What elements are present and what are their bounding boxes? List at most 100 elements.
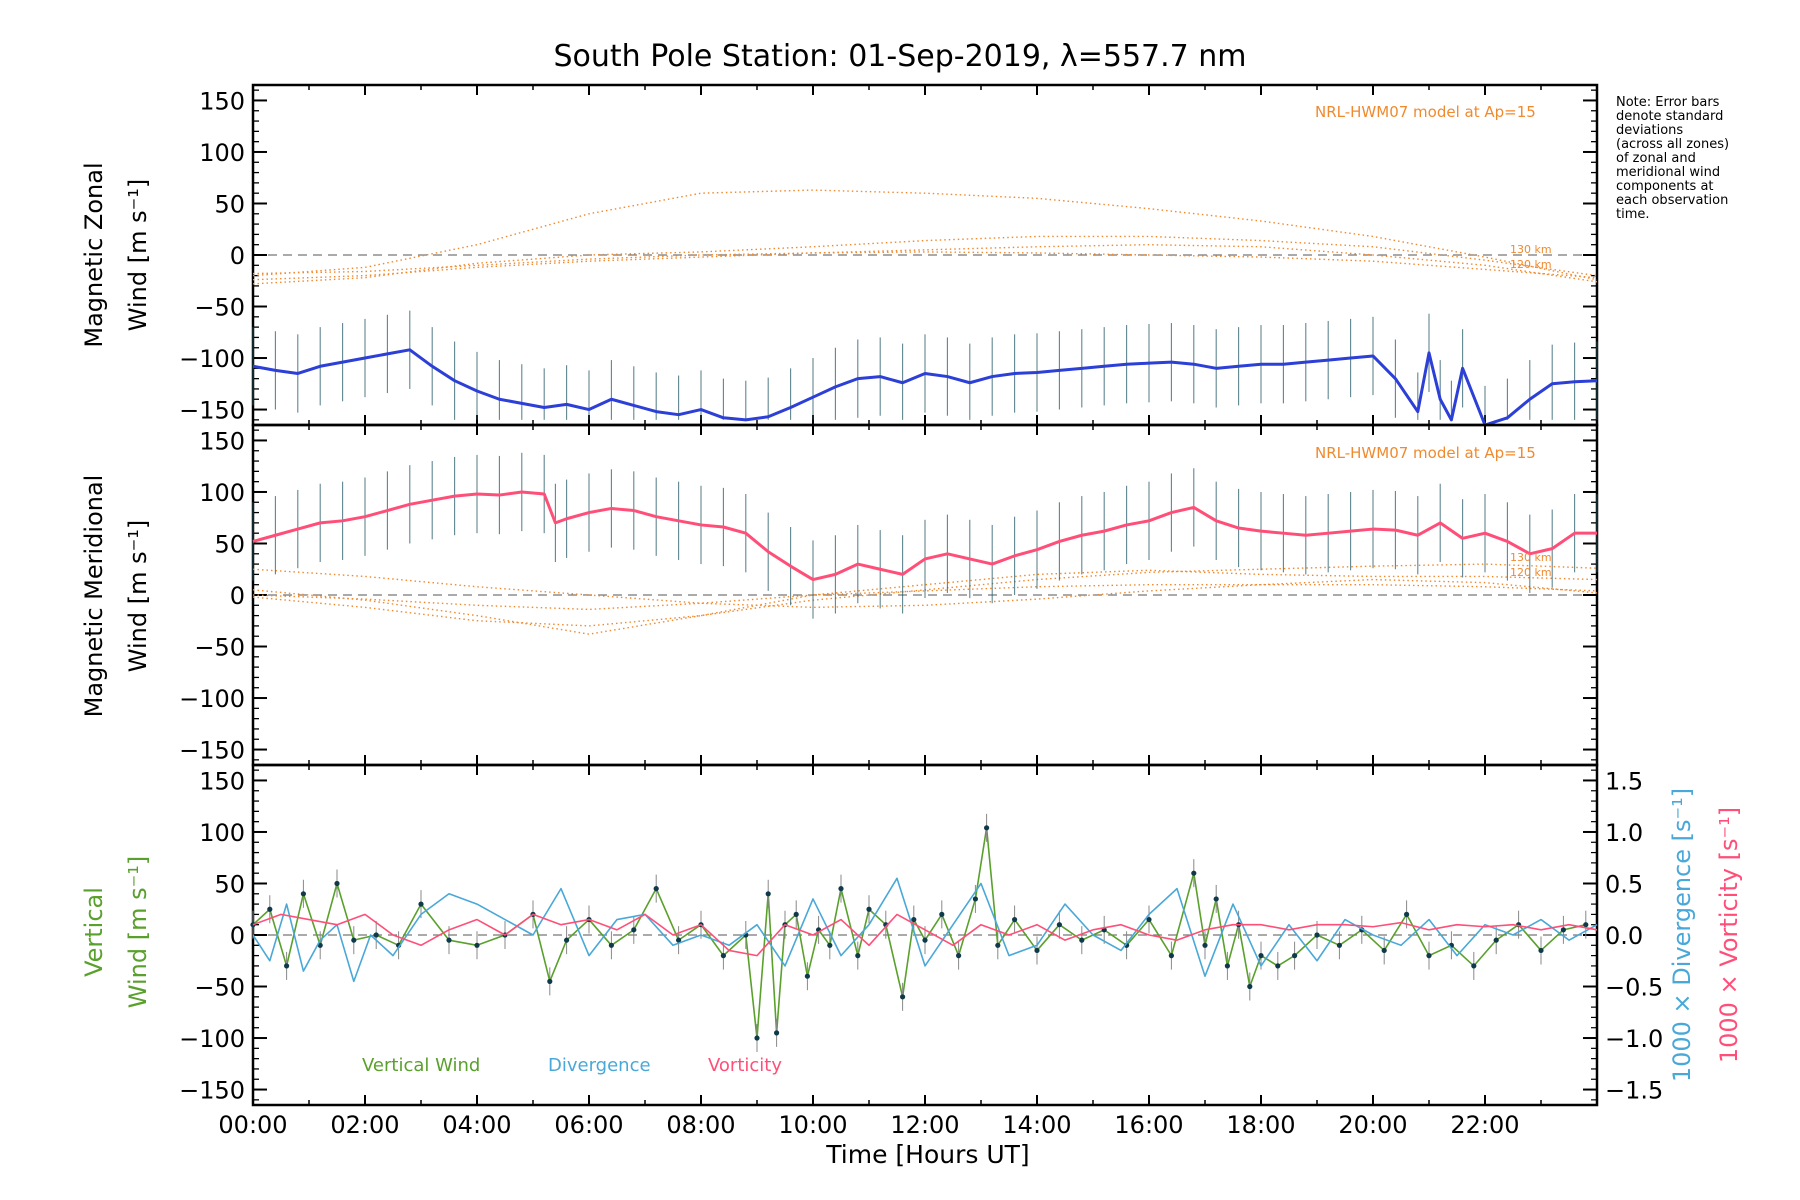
zonal-model-label: NRL-HWM07 model at Ap=15: [1315, 103, 1536, 121]
vertical-wind-point: [1583, 922, 1589, 928]
zonal-ylabel-line1: Magnetic Zonal: [80, 162, 108, 347]
meridional-y-tick-label: 100: [199, 479, 245, 507]
divergence-ylabel-text: 1000 × Divergence [s⁻¹]: [1668, 788, 1696, 1082]
zonal-y-tick-label: 0: [230, 242, 245, 270]
vertical-wind-point: [1314, 932, 1320, 938]
magnetic-meridional-wind-mean--line: [252, 490, 1597, 582]
hwm07-model-curve: [252, 583, 1598, 611]
legend-vertical-wind: Vertical Wind: [362, 1055, 480, 1076]
meridional-model-alt-130: 130 km: [1510, 551, 1552, 564]
right-y-tick-label: 1.0: [1605, 819, 1643, 847]
vertical-y-tick-label: 0: [230, 922, 245, 950]
divergence-ylabel: 1000 × Divergence [s⁻¹]: [1668, 788, 1696, 1082]
vertical-wind-point: [547, 978, 553, 984]
meridional-model-label: NRL-HWM07 model at Ap=15: [1315, 444, 1536, 462]
vertical-wind-point: [827, 942, 833, 948]
vorticity-line: [252, 913, 1598, 957]
meridional-ylabel-line2: Wind [m s⁻¹]: [124, 520, 152, 672]
vertical-panel: 150 100 50 0 −50 −100 −150 1.5 1.0 0.5 0.0 −0.5 −1.0…: [179, 763, 1663, 1139]
vertical-wind-point: [956, 953, 962, 959]
vertical-wind-point: [972, 896, 979, 902]
x-tick-label: 12:00: [890, 1111, 959, 1139]
meridional-panel: 150 100 50 0 −50 −100 −150: [179, 423, 1599, 767]
right-y-tick-label: 0.5: [1605, 870, 1643, 898]
error-bar-note: Note: Error bars denote standard deviati…: [1616, 96, 1796, 222]
hwm07-model-curve: [252, 569, 1598, 635]
meridional-y-tick-label: 150: [199, 427, 245, 455]
vertical-wind-point: [1213, 896, 1219, 902]
vertical-wind-point: [922, 937, 928, 943]
note-line: each observation: [1616, 193, 1729, 208]
vertical-wind-point: [995, 942, 1001, 948]
vertical-wind-point: [984, 825, 990, 831]
x-tick-label: 08:00: [666, 1111, 735, 1139]
x-tick-label: 02:00: [330, 1111, 399, 1139]
vertical-wind-point: [1426, 953, 1432, 959]
vertical-wind-point: [373, 932, 379, 938]
vorticity-ylabel: 1000 × Vorticity [s⁻¹]: [1715, 807, 1743, 1063]
vertical-wind-point: [1381, 947, 1387, 954]
vertical-wind-point: [284, 963, 290, 969]
vertical-wind-line: [252, 827, 1586, 1039]
zonal-y-tick-label: −50: [194, 294, 245, 322]
right-y-tick-label: −1.0: [1605, 1025, 1663, 1053]
x-tick-label: 06:00: [554, 1111, 623, 1139]
note-line: denote standard: [1616, 109, 1724, 124]
zonal-y-tick-label: 50: [214, 190, 245, 218]
vertical-wind-point: [1191, 870, 1197, 876]
x-tick-label: 22:00: [1450, 1111, 1519, 1139]
vertical-wind-point: [939, 911, 945, 917]
vertical-wind-point: [608, 942, 615, 948]
vertical-wind-point: [653, 886, 659, 892]
vertical-wind-point: [720, 953, 727, 959]
vertical-wind-point: [334, 880, 340, 887]
vertical-wind-point: [1056, 922, 1062, 928]
x-tick-label: 16:00: [1114, 1111, 1183, 1139]
hwm07-model-curve: [252, 235, 1598, 285]
vertical-wind-point: [300, 891, 306, 897]
zonal-y-tick-label: 150: [199, 87, 245, 115]
legend-divergence: Divergence: [548, 1055, 651, 1076]
vertical-wind-point: [1168, 953, 1174, 959]
zonal-ylabel: Magnetic Zonal Wind [m s⁻¹]: [80, 162, 152, 347]
vertical-ylabel-line1: Vertical: [80, 887, 108, 977]
note-line: of zonal and: [1616, 151, 1696, 166]
vertical-wind-point: [446, 937, 452, 943]
zonal-ylabel-line2: Wind [m s⁻¹]: [124, 179, 152, 331]
vertical-wind-point: [1471, 963, 1477, 969]
zonal-model-alt-130: 130 km: [1510, 243, 1552, 256]
vertical-wind-point: [418, 901, 424, 907]
right-y-tick-label: 1.5: [1605, 767, 1643, 795]
vertical-wind-point: [900, 994, 906, 1000]
divergence-line: [252, 877, 1598, 983]
zonal-panel: 150 100 50 0 −50 −100 −150: [179, 83, 1599, 427]
vertical-wind-point: [804, 973, 811, 979]
vertical-wind-point: [855, 953, 861, 959]
zonal-y-tick-label: −150: [179, 397, 245, 425]
vertical-y-tick-label: −150: [179, 1077, 245, 1105]
vertical-wind-point: [911, 916, 917, 923]
legend-vorticity: Vorticity: [708, 1055, 782, 1076]
vertical-wind-point: [1034, 947, 1040, 954]
vertical-y-tick-label: 150: [199, 767, 245, 795]
vertical-wind-point: [765, 891, 771, 897]
meridional-y-tick-label: −50: [194, 634, 245, 662]
x-tick-label: 00:00: [218, 1111, 287, 1139]
vertical-wind-point: [1258, 953, 1264, 959]
vertical-wind-point: [1538, 947, 1544, 954]
vorticity-ylabel-text: 1000 × Vorticity [s⁻¹]: [1715, 807, 1743, 1063]
chart-title: South Pole Station: 01-Sep-2019, λ=557.7…: [553, 39, 1246, 74]
right-y-tick-label: −0.5: [1605, 974, 1663, 1002]
vertical-wind-point: [1404, 911, 1410, 917]
vertical-wind-point: [1012, 916, 1018, 923]
vertical-wind-point: [1146, 916, 1152, 923]
meridional-y-tick-label: 50: [214, 530, 245, 558]
hwm07-model-curve: [252, 251, 1598, 279]
vertical-ylabel-line2: Wind [m s⁻¹]: [124, 856, 152, 1008]
meridional-y-tick-label: 0: [230, 582, 245, 610]
zonal-y-tick-label: 100: [199, 139, 245, 167]
vertical-wind-point: [1224, 963, 1230, 969]
x-tick-label: 04:00: [442, 1111, 511, 1139]
vertical-y-tick-label: 100: [199, 819, 245, 847]
